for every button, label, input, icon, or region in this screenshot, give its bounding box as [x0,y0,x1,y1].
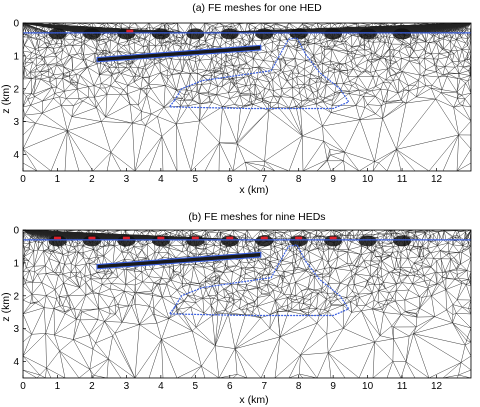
hed-source [226,236,234,240]
hed-source [88,236,96,240]
receiver-refinement [117,235,136,247]
reservoir-outline [168,37,350,110]
hed-source [260,236,268,240]
x-tick-label: 9 [330,174,336,185]
x-tick-label: 11 [397,174,408,185]
receiver-refinement [48,28,67,40]
z-tick-label: 2 [13,291,19,302]
x-axis-label: x (km) [239,394,268,406]
hed-source [126,29,134,33]
panel-b: (b) FE meshes for nine HEDs 0 1 2 3 4 5 6 7 8 9 10… [0,211,472,406]
hed-source [191,236,199,240]
x-tick-label: 4 [158,174,164,185]
plot-frame [22,22,472,172]
plot-frame [22,229,472,379]
hed-source [157,236,165,240]
z-tick-label: 1 [13,51,19,62]
receiver-refinement [324,28,343,40]
receiver-refinement [324,235,343,247]
receiver-refinement [48,235,67,247]
z-tick-label: 2 [13,84,19,95]
x-tick-label: 12 [431,381,443,392]
z-tick-label: 3 [13,117,19,128]
receiver-refinement [358,235,377,247]
receiver-refinement [82,28,101,40]
panel-a: (a) FE meshes for one HED 0 1 2 3 4 5 6 7 8 9 10 11… [0,2,472,196]
x-tick-label: 2 [89,381,95,392]
receiver-refinement [255,235,274,247]
x-tick-label: 10 [362,381,374,392]
receiver-refinement [393,235,412,247]
x-tick-label: 1 [55,174,61,185]
hed-source [295,236,303,240]
x-tick-label: 3 [124,381,130,392]
receiver-refinement [393,28,412,40]
x-tick-label: 0 [20,381,26,392]
x-tick-label: 3 [124,174,130,185]
x-tick-label: 6 [227,381,233,392]
x-tick-label: 6 [227,174,233,185]
x-tick-label: 12 [431,174,443,185]
z-tick-label: 4 [13,357,19,368]
x-tick-label: 11 [397,381,408,392]
receiver-refinement [220,28,239,40]
z-tick-label: 0 [13,19,19,30]
x-tick-label: 5 [193,381,199,392]
hed-source [329,236,337,240]
x-tick-label: 4 [158,381,164,392]
panel-title: (b) FE meshes for nine HEDs [188,211,325,223]
z-tick-label: 4 [13,150,19,161]
x-tick-label: 5 [193,174,199,185]
receiver-refinement [289,28,308,40]
hed-source [53,236,61,240]
receiver-refinement [255,28,274,40]
receiver-refinement [289,235,308,247]
dipping-layer [96,44,262,63]
panel-title: (a) FE meshes for one HED [192,2,322,14]
receiver-refinement [220,235,239,247]
receiver-refinement [82,235,101,247]
x-tick-label: 0 [20,174,26,185]
x-tick-label: 2 [89,174,95,185]
dipping-layer [96,251,262,270]
x-tick-label: 9 [330,381,336,392]
receiver-refinement [186,235,205,247]
receiver-refinement [151,235,170,247]
receiver-refinement [358,28,377,40]
z-axis-label: z (km) [0,292,12,321]
reservoir-outline [168,244,350,317]
x-tick-label: 1 [55,381,61,392]
z-tick-label: 0 [13,226,19,237]
z-axis-label: z (km) [0,84,12,113]
mesh-plot [22,229,472,379]
mesh-plot [22,22,472,172]
z-tick-label: 3 [13,324,19,335]
x-tick-label: 8 [296,381,302,392]
hed-source [122,236,130,240]
receiver-refinement [151,28,170,40]
x-tick-label: 10 [362,174,374,185]
receiver-refinement [186,28,205,40]
z-tick-label: 1 [13,258,19,269]
x-tick-label: 8 [296,174,302,185]
x-tick-label: 7 [261,381,267,392]
x-axis-label: x (km) [239,184,268,196]
x-tick-label: 7 [261,174,267,185]
